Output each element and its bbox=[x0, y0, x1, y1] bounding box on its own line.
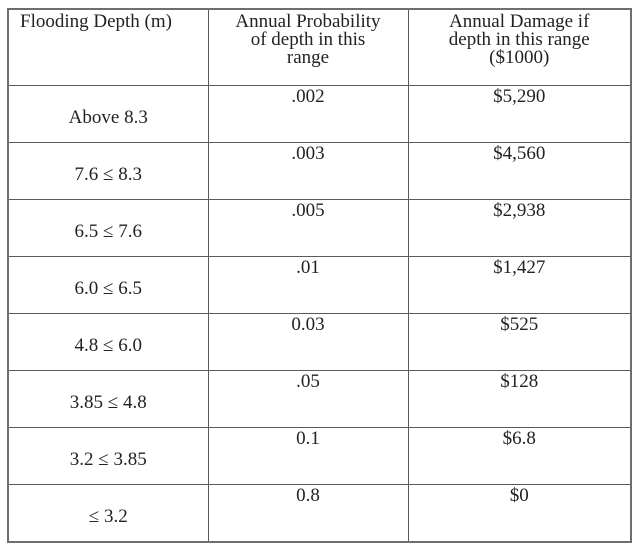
flood-damage-table: Flooding Depth (m) Annual Probability of… bbox=[7, 8, 632, 543]
damage-cell: $2,938 bbox=[407, 199, 632, 257]
depth-cell: 6.5 ≤ 7.6 bbox=[7, 199, 209, 257]
depth-cell: 3.85 ≤ 4.8 bbox=[7, 370, 209, 428]
damage-cell: $6.8 bbox=[407, 427, 632, 485]
header-line: Flooding Depth (m) bbox=[20, 11, 172, 32]
table-row: 7.6 ≤ 8.3 .003 $4,560 bbox=[7, 142, 632, 200]
probability-cell: 0.1 bbox=[207, 427, 409, 485]
table-row: Above 8.3 .002 $5,290 bbox=[7, 85, 632, 143]
table-row: 3.85 ≤ 4.8 .05 $128 bbox=[7, 370, 632, 428]
table-row: ≤ 3.2 0.8 $0 bbox=[7, 484, 632, 543]
probability-cell: .01 bbox=[207, 256, 409, 314]
probability-cell: .005 bbox=[207, 199, 409, 257]
probability-cell: .05 bbox=[207, 370, 409, 428]
header-flooding-depth: Flooding Depth (m) bbox=[7, 8, 209, 86]
depth-cell: 6.0 ≤ 6.5 bbox=[7, 256, 209, 314]
header-line: ($1000) bbox=[489, 47, 550, 68]
depth-cell: Above 8.3 bbox=[7, 85, 209, 143]
header-line: range bbox=[286, 47, 330, 68]
header-line: Annual Damage if bbox=[449, 11, 590, 32]
depth-cell: ≤ 3.2 bbox=[7, 484, 209, 543]
damage-cell: $128 bbox=[407, 370, 632, 428]
header-annual-probability: Annual Probability of depth in this rang… bbox=[207, 8, 409, 86]
header-line: depth in this range bbox=[448, 29, 590, 50]
probability-cell: .002 bbox=[207, 85, 409, 143]
probability-cell: .003 bbox=[207, 142, 409, 200]
damage-cell: $5,290 bbox=[407, 85, 632, 143]
damage-cell: $4,560 bbox=[407, 142, 632, 200]
probability-cell: 0.03 bbox=[207, 313, 409, 371]
header-line: Annual Probability bbox=[235, 11, 381, 32]
table-row: 3.2 ≤ 3.85 0.1 $6.8 bbox=[7, 427, 632, 485]
table-row: 6.5 ≤ 7.6 .005 $2,938 bbox=[7, 199, 632, 257]
damage-cell: $0 bbox=[407, 484, 632, 543]
probability-cell: 0.8 bbox=[207, 484, 409, 543]
table-row: 4.8 ≤ 6.0 0.03 $525 bbox=[7, 313, 632, 371]
depth-cell: 7.6 ≤ 8.3 bbox=[7, 142, 209, 200]
depth-cell: 4.8 ≤ 6.0 bbox=[7, 313, 209, 371]
header-row: Flooding Depth (m) Annual Probability of… bbox=[7, 8, 632, 86]
header-line: of depth in this bbox=[250, 29, 366, 50]
table-row: 6.0 ≤ 6.5 .01 $1,427 bbox=[7, 256, 632, 314]
damage-cell: $525 bbox=[407, 313, 632, 371]
depth-cell: 3.2 ≤ 3.85 bbox=[7, 427, 209, 485]
header-annual-damage: Annual Damage if depth in this range ($1… bbox=[407, 8, 632, 86]
damage-cell: $1,427 bbox=[407, 256, 632, 314]
